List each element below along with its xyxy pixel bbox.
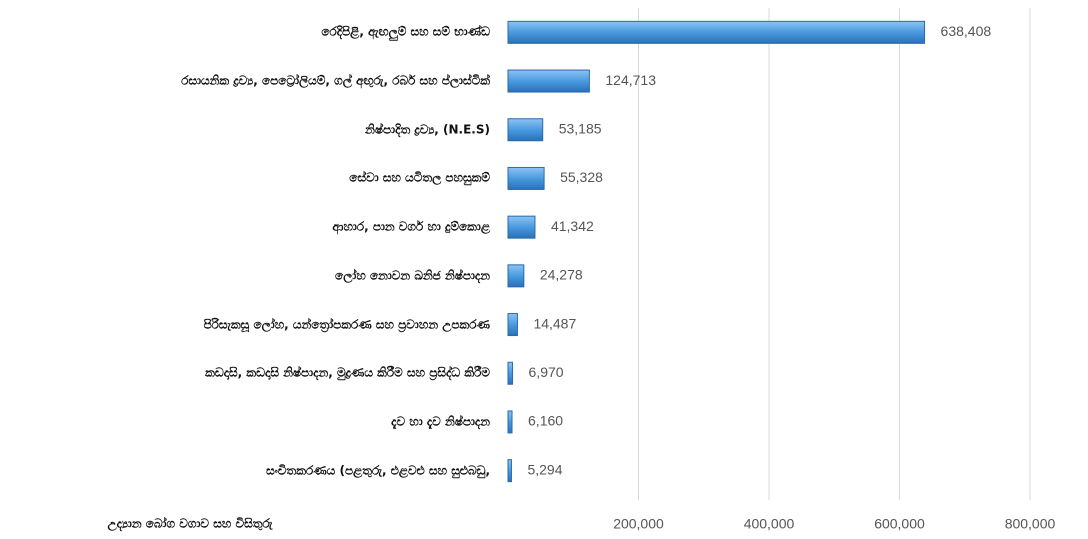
value-label: 41,342 <box>551 218 594 234</box>
note: උද්‍යාන බෝග වගාව සහ විසිතුරු <box>107 516 273 531</box>
value-label: 124,713 <box>605 72 656 88</box>
value-label: 24,278 <box>540 267 583 283</box>
category-label: පිරිසැකසූ ලෝහ, යන්ත්‍රෝපකරණ සහ ප්‍රවාහන … <box>203 317 490 332</box>
bar <box>507 215 536 239</box>
x-tick-label: 200,000 <box>613 516 664 532</box>
category-label: ලෝහ නොවන ඛනිජ නිෂ්පාදන <box>335 268 490 283</box>
bar <box>507 264 525 288</box>
bar <box>507 459 512 483</box>
category-label: සංචිතකරණය (පළතුරු, එළවළු සහ සුළුබඩු, <box>266 463 490 478</box>
bar <box>507 361 514 385</box>
x-tick-label: 400,000 <box>744 516 795 532</box>
bar <box>507 313 518 337</box>
x-tick-label: 800,000 <box>1005 516 1056 532</box>
value-label: 55,328 <box>560 169 603 185</box>
bar <box>507 118 544 142</box>
value-label: 5,294 <box>527 461 562 477</box>
value-label: 6,160 <box>528 413 563 429</box>
value-label: 6,970 <box>529 364 564 380</box>
category-label: සේවා සහ යටිතල පහසුකම් <box>349 170 490 185</box>
category-label: රසායනික ද්‍රව්‍ය, පෙට්‍රෝලියම්, ගල් අඟුර… <box>181 73 490 88</box>
category-label: රෙදිපිළි, ඇඟලුම් සහ සම් භාණ්ඩ <box>321 24 490 39</box>
category-label: ආහාර, පාන වර්ග හා දුම්කොළ <box>332 219 490 234</box>
value-label: 638,408 <box>941 23 992 39</box>
category-label: කඩදාසි, කඩදාසි නිෂ්පාදන, මුද්‍රණය කිරීම … <box>205 365 490 380</box>
value-label: 14,487 <box>533 315 576 331</box>
bar <box>507 166 545 190</box>
category-label: දැව හා දැව නිෂ්පාදන <box>391 414 490 429</box>
x-tick-label: 600,000 <box>874 516 925 532</box>
category-label: නිෂ්පාදිත ද්‍රව්‍ය, (N.E.S) <box>365 122 490 137</box>
bar <box>507 20 926 44</box>
bar <box>507 69 590 93</box>
bar <box>507 410 513 434</box>
value-label: 53,185 <box>559 120 602 136</box>
